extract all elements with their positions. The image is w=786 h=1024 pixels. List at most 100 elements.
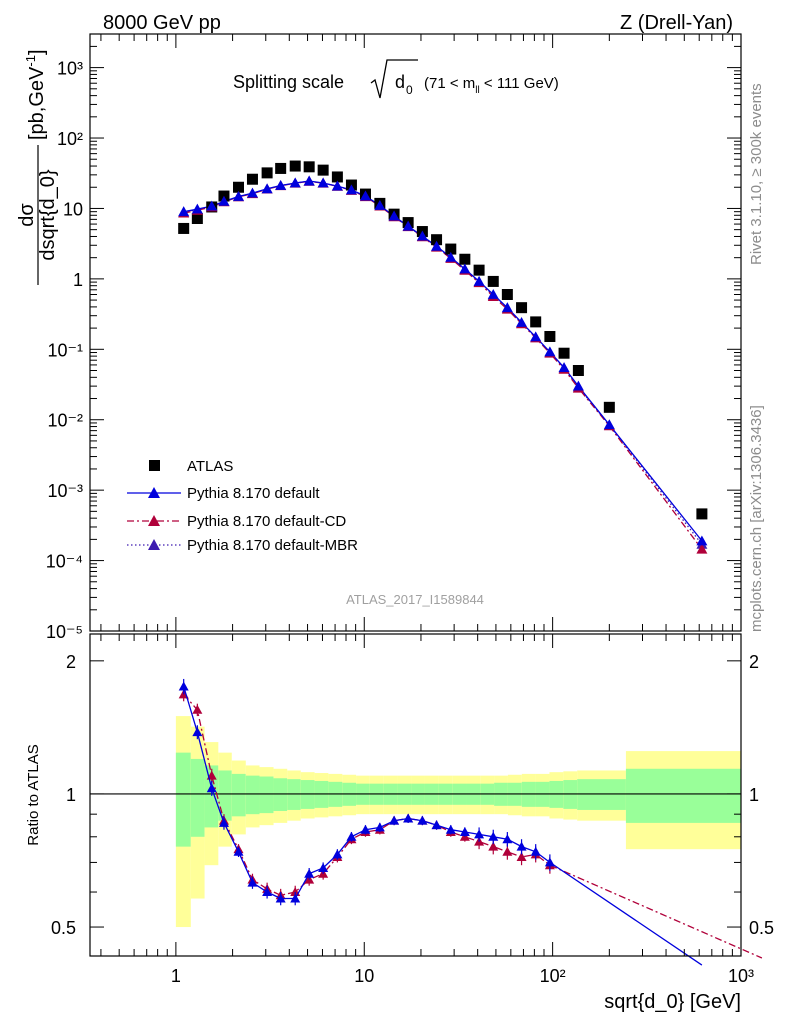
ratio-marker (218, 817, 229, 827)
ratio-marker (318, 862, 329, 872)
default-marker (696, 535, 708, 546)
ratio-panel-marks (90, 678, 763, 966)
title-range-post: < 111 GeV) (480, 75, 559, 92)
ratio-ylabel: Ratio to ATLAS (25, 744, 42, 845)
title-main: Splitting scale (233, 72, 344, 92)
band-inner-bin (175, 752, 191, 847)
y-tick-label: 10⁻⁴ (46, 552, 83, 572)
band-inner-bin (245, 775, 260, 815)
legend-entry-atlas: ATLAS (149, 458, 233, 475)
default-marker (516, 317, 528, 327)
ratio-marker (389, 815, 400, 825)
default-marker (530, 331, 542, 342)
ylabel-denominator: dsqrt{d_0} (37, 169, 59, 261)
default-marker (445, 251, 457, 262)
legend-marker-atlas (149, 460, 160, 471)
y-tick-label: 1 (73, 270, 83, 290)
atlas-data-point (289, 160, 301, 172)
default-marker (487, 288, 499, 299)
band-inner-bin (287, 779, 301, 810)
ylabel-unit: [pb,GeV-1] (23, 49, 48, 140)
ratio-marker (488, 831, 499, 841)
ratio-marker (346, 831, 357, 841)
atlas-data-point (501, 288, 513, 300)
ratio-marker (502, 846, 513, 856)
ratio-marker (417, 815, 428, 825)
atlas-data-point (459, 253, 471, 265)
atlas-data-point (275, 162, 287, 174)
default-marker (218, 195, 230, 206)
default-marker (501, 302, 513, 313)
y-tick-label: 10⁻³ (47, 481, 83, 501)
header-left: 8000 GeV pp (103, 12, 221, 34)
default-marker (261, 183, 273, 194)
band-inner-bin (231, 773, 246, 817)
title-range-pre: (71 < m (424, 75, 475, 92)
ratio-line-default (183, 686, 703, 966)
ratio-marker (262, 887, 273, 897)
ratio-marker (516, 852, 527, 862)
ratio-marker (192, 704, 203, 714)
legend-marker-default-cd (148, 515, 160, 526)
default-marker (178, 206, 190, 217)
default-marker (303, 175, 315, 186)
ratio-y-tick-label-left: 0.5 (51, 918, 76, 938)
legend-label-atlas: ATLAS (187, 458, 233, 475)
ratio-marker (178, 681, 189, 691)
title-symbol: d (395, 72, 405, 92)
atlas-data-point (696, 508, 708, 520)
ratio-marker (502, 834, 513, 844)
ratio-marker (192, 727, 203, 737)
x-tick-label: 1 (171, 966, 181, 986)
default-marker (345, 184, 357, 195)
atlas-data-point (331, 171, 343, 183)
atlas-data-point (261, 167, 273, 179)
ratio-marker (332, 849, 343, 859)
ylabel-unit-end: ] (26, 49, 48, 55)
ratio-marker (206, 783, 217, 793)
ratio-marker (544, 857, 555, 867)
ratio-marker (374, 822, 385, 832)
top-panel-marks (178, 160, 708, 554)
default-marker (317, 177, 329, 188)
title-symbol-sub: 0 (406, 83, 413, 97)
default-marker (603, 419, 615, 430)
header-right: Z (Drell-Yan) (620, 12, 733, 34)
ratio-marker (474, 829, 485, 839)
atlas-data-point (572, 365, 584, 377)
atlas-data-point (445, 243, 457, 255)
xlabel: sqrt{d_0} [GeV] (604, 991, 741, 1013)
x-tick-label: 10³ (728, 966, 754, 986)
default-marker (544, 346, 556, 357)
y-tick-label: 10⁻⁵ (46, 622, 83, 642)
band-inner-bin (625, 768, 741, 823)
legend-label-default-cd: Pythia 8.170 default-CD (187, 513, 346, 530)
ratio-marker (445, 824, 456, 834)
y-tick-label: 10⁻² (47, 411, 83, 431)
title-range-sub: ll (475, 85, 479, 96)
default-marker (558, 362, 570, 372)
default-marker (572, 380, 584, 391)
default-marker (374, 200, 386, 210)
atlas-data-point (530, 316, 542, 328)
band-inner-bin (259, 776, 274, 814)
atlas-data-point (431, 234, 443, 246)
atlas-data-point (303, 161, 315, 173)
ratio-marker (403, 813, 414, 823)
ratio-marker (304, 868, 315, 878)
ratio-marker (530, 846, 541, 856)
atlas-data-point (473, 264, 485, 276)
default-marker (388, 210, 400, 221)
default-marker (331, 180, 343, 191)
band-inner-bin (204, 765, 219, 828)
ratio-y-tick-label-right: 2 (749, 652, 759, 672)
ratio-marker (233, 846, 244, 856)
top-ylabel: dσ dsqrt{d_0} [pb,GeV-1] (16, 49, 59, 285)
atlas-data-point (487, 275, 499, 287)
legend-entry-default: Pythia 8.170 default (127, 485, 320, 502)
default-marker (431, 240, 443, 251)
ratio-y-tick-label-left: 2 (66, 652, 76, 672)
atlas-data-point (544, 330, 556, 342)
ratio-marker (290, 893, 301, 903)
default-marker (459, 263, 471, 274)
